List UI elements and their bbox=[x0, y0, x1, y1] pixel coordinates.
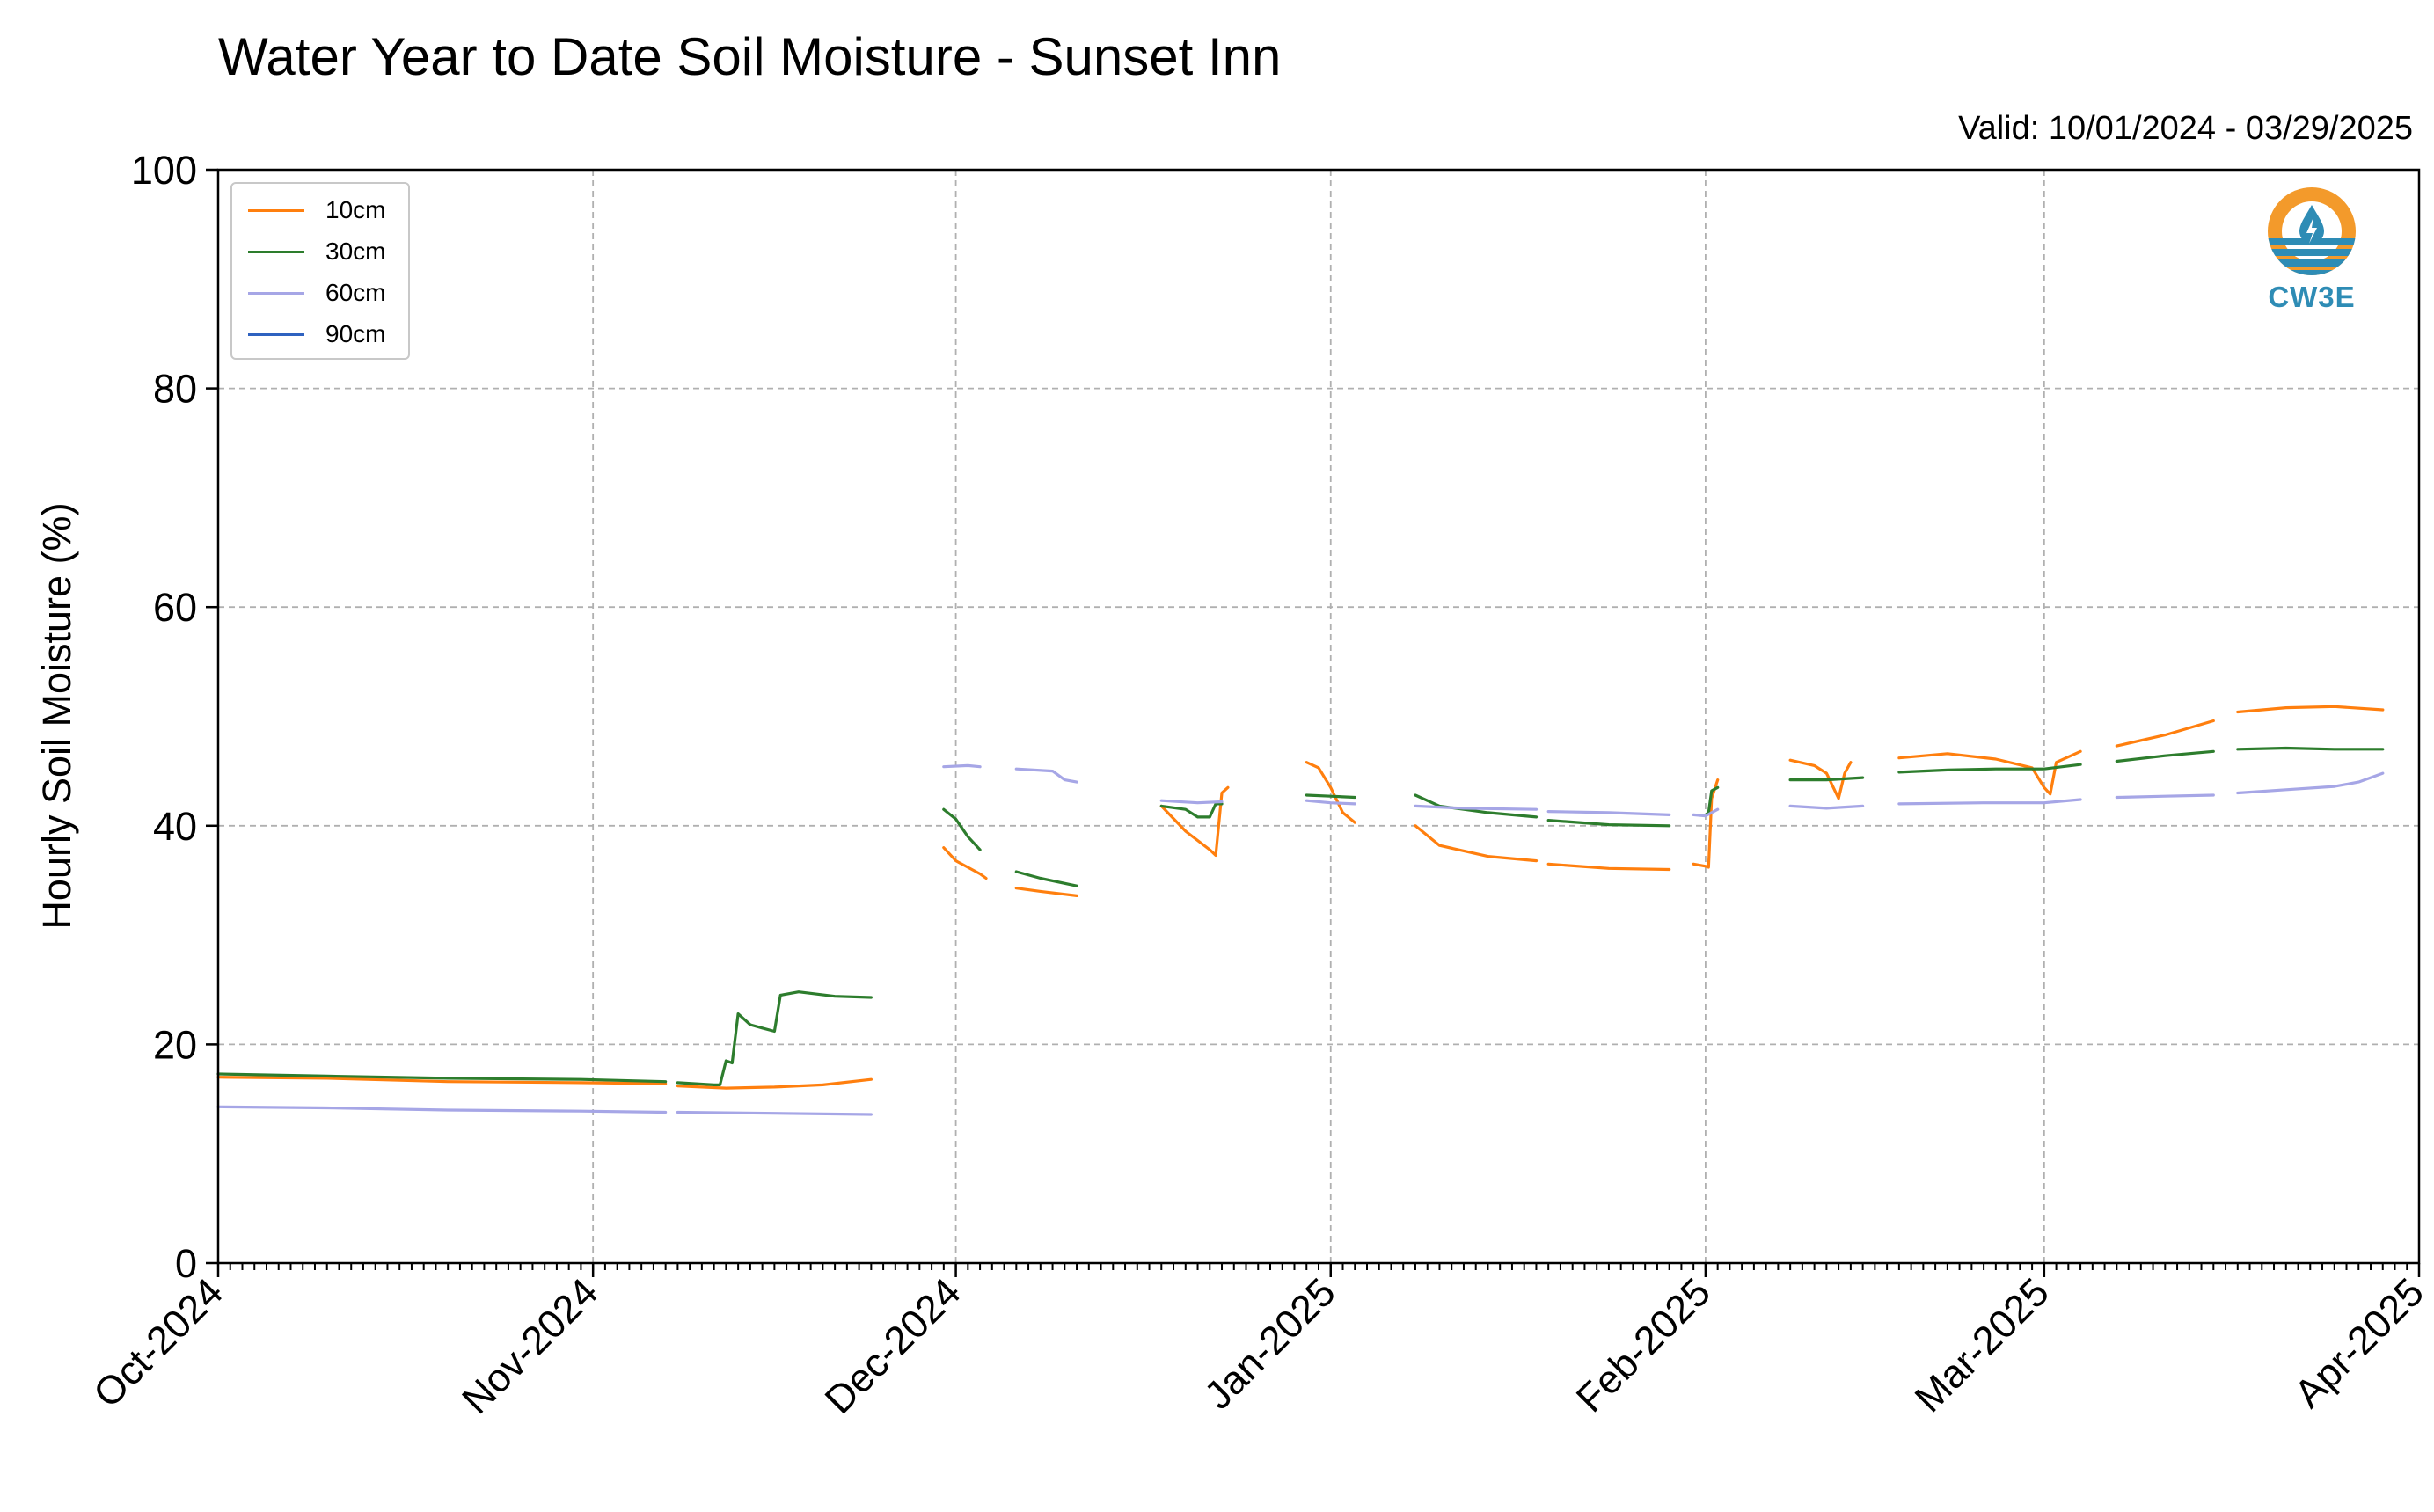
series-line-30cm bbox=[676, 990, 873, 1087]
series-line-10cm bbox=[1546, 862, 1671, 872]
series-line-10cm bbox=[676, 1077, 873, 1090]
x-tick-label: Apr-2025 bbox=[2285, 1269, 2432, 1416]
series-line-10cm bbox=[2115, 719, 2215, 748]
y-axis-label: Hourly Soil Moisture (%) bbox=[34, 502, 79, 929]
legend-item-60cm: 60cm bbox=[248, 275, 406, 310]
legend-item-10cm: 10cm bbox=[248, 193, 406, 228]
series-line-60cm bbox=[1159, 799, 1224, 805]
y-tick-label: 20 bbox=[153, 1022, 197, 1067]
series-line-10cm bbox=[2236, 705, 2385, 714]
series-line-60cm bbox=[2115, 793, 2215, 800]
series-line-30cm bbox=[216, 1072, 668, 1084]
x-tick-label: Jan-2025 bbox=[1195, 1269, 1344, 1418]
x-tick-label: Dec-2024 bbox=[816, 1269, 969, 1422]
x-tick-label: Feb-2025 bbox=[1568, 1269, 1719, 1421]
series-line-60cm bbox=[1014, 767, 1078, 784]
y-tick-label: 40 bbox=[153, 804, 197, 849]
series-line-60cm bbox=[1414, 804, 1539, 811]
series-line-60cm bbox=[942, 763, 982, 769]
series-line-30cm bbox=[1897, 763, 2082, 774]
series-line-30cm bbox=[1305, 793, 1356, 800]
cw3e-logo-text: CW3E bbox=[2268, 281, 2356, 313]
y-tick-label: 60 bbox=[153, 585, 197, 630]
legend-label: 60cm bbox=[325, 279, 386, 306]
series-line-10cm bbox=[1159, 785, 1230, 858]
cw3e-logo-icon bbox=[2268, 187, 2356, 275]
series-line-30cm bbox=[1546, 818, 1671, 828]
legend-label: 90cm bbox=[325, 320, 386, 347]
legend-label: 30cm bbox=[325, 237, 386, 265]
y-tick-label: 0 bbox=[175, 1241, 197, 1286]
series-line-10cm bbox=[1692, 778, 1720, 869]
series-line-10cm bbox=[1897, 749, 2082, 796]
x-tick-label: Mar-2025 bbox=[1906, 1269, 2058, 1421]
series-line-60cm bbox=[1546, 809, 1671, 817]
series-line-30cm bbox=[2115, 749, 2215, 763]
legend-swatch bbox=[248, 292, 304, 295]
y-tick-label: 100 bbox=[131, 148, 197, 193]
chart-title: Water Year to Date Soil Moisture - Sunse… bbox=[218, 27, 1282, 86]
legend: 10cm 30cm 60cm 90cm bbox=[230, 182, 410, 360]
series-line-30cm bbox=[1159, 802, 1224, 819]
plot-frame bbox=[216, 168, 2421, 1265]
series-line-10cm bbox=[942, 846, 988, 880]
x-tick-label: Oct-2024 bbox=[84, 1269, 231, 1416]
series-line-30cm bbox=[1014, 870, 1078, 887]
legend-swatch bbox=[248, 209, 304, 212]
legend-swatch bbox=[248, 251, 304, 253]
x-tick-label: Nov-2024 bbox=[453, 1269, 606, 1422]
series-60cm bbox=[216, 763, 2385, 1116]
series-line-10cm bbox=[1014, 887, 1078, 898]
valid-date-range: Valid: 10/01/2024 - 03/29/2025 bbox=[1958, 110, 2413, 147]
legend-item-30cm: 30cm bbox=[248, 234, 406, 269]
series-line-30cm bbox=[1788, 776, 1865, 782]
series-line-60cm bbox=[1692, 807, 1720, 818]
legend-label: 10cm bbox=[325, 196, 386, 223]
y-tick-label: 80 bbox=[153, 367, 197, 412]
series-30cm bbox=[216, 746, 2385, 1087]
series-line-10cm bbox=[1305, 761, 1356, 824]
series-line-60cm bbox=[1788, 804, 1865, 810]
series-line-10cm bbox=[1788, 758, 1853, 800]
series-line-60cm bbox=[216, 1105, 668, 1114]
series-line-60cm bbox=[2236, 771, 2385, 795]
legend-item-90cm: 90cm bbox=[248, 317, 406, 352]
series-line-10cm bbox=[1414, 824, 1539, 863]
series-line-60cm bbox=[676, 1110, 873, 1116]
series-10cm bbox=[216, 705, 2385, 1090]
series-lines bbox=[216, 705, 2385, 1116]
legend-swatch bbox=[248, 333, 304, 336]
axis-ticks: 0 20 40 60 80 100 Oct-2024 Nov-2024 Dec-2024 Jan-… bbox=[84, 148, 2432, 1422]
series-line-60cm bbox=[1897, 798, 2082, 806]
series-line-30cm bbox=[942, 807, 982, 851]
cw3e-logo: CW3E bbox=[2259, 182, 2365, 323]
series-line-60cm bbox=[1305, 799, 1356, 806]
grid-lines bbox=[218, 170, 2419, 1263]
series-line-10cm bbox=[216, 1076, 668, 1085]
